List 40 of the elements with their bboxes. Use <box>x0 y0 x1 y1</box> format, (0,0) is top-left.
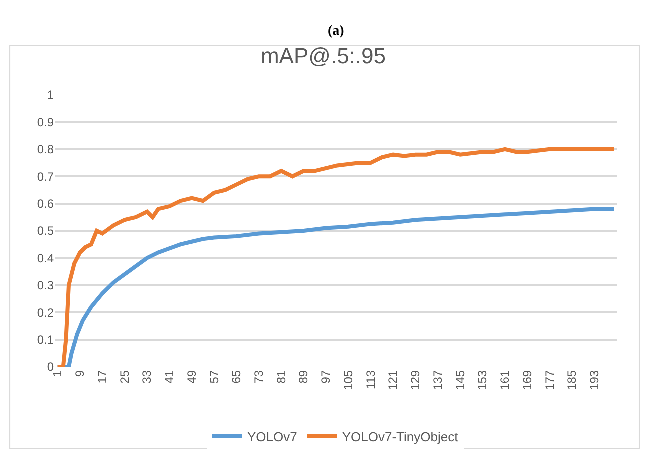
y-tick-label: 0.7 <box>37 170 54 184</box>
line-series <box>56 147 616 367</box>
text: (a) <box>328 24 345 39</box>
x-tick-label: 57 <box>207 370 222 384</box>
y-tick-label: 0.8 <box>37 142 54 157</box>
x-tick-label: 97 <box>319 370 334 384</box>
x-tick-label: 129 <box>408 370 423 390</box>
y-tick-label: 0.9 <box>37 115 54 130</box>
x-tick-label: 177 <box>542 370 557 390</box>
x-tick-label: 145 <box>453 370 468 390</box>
legend-label: YOLOv7 <box>248 429 298 444</box>
y-tick-label: 0.5 <box>37 224 54 238</box>
x-tick-label: 65 <box>230 370 244 384</box>
legend-label: YOLOv7-TinyObject <box>342 429 459 444</box>
y-tick-label: 0.2 <box>37 306 54 320</box>
x-tick-label: 33 <box>140 370 154 384</box>
x-tick-label: 193 <box>588 370 602 390</box>
x-tick-label: 41 <box>162 370 177 384</box>
x-tick-label: 73 <box>252 370 266 384</box>
x-tick-label: 105 <box>341 370 356 390</box>
x-tick-label: 137 <box>430 370 445 390</box>
y-tick-label: 0.3 <box>37 278 54 293</box>
x-tick-label: 49 <box>184 370 199 384</box>
x-tick-label: 17 <box>95 370 110 384</box>
x-tick-label: 153 <box>476 370 490 390</box>
y-tick-label: 0.1 <box>37 333 54 347</box>
y-tick-label: 0.6 <box>37 197 54 211</box>
y-tick-label: 1 <box>47 88 54 102</box>
y-tick-label: 0 <box>47 360 54 374</box>
x-tick-label: 25 <box>118 370 132 384</box>
x-tick-label: 113 <box>364 370 378 390</box>
x-tick-label: 185 <box>565 370 580 390</box>
x-tick-label: 9 <box>73 370 88 378</box>
y-tick-label: 0.4 <box>37 251 54 266</box>
chart-title: mAP@.5:.95 <box>260 43 386 68</box>
x-tick-label: 161 <box>498 370 512 390</box>
x-tick-label: 81 <box>274 370 288 384</box>
x-tick-label: 121 <box>386 370 400 390</box>
x-tick-label: 89 <box>296 370 311 384</box>
x-tick-label: 169 <box>520 370 534 390</box>
